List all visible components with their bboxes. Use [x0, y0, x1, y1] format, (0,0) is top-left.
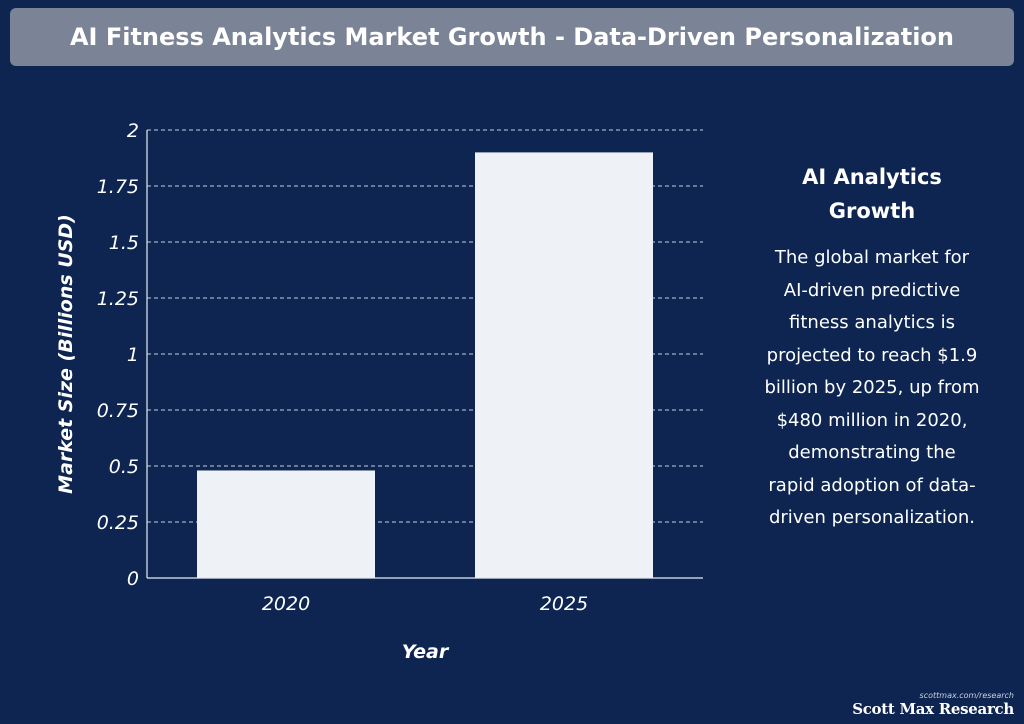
side-panel-line: demonstrating the — [788, 442, 956, 463]
y-tick-label: 1.75 — [97, 176, 139, 198]
page-title: AI Fitness Analytics Market Growth - Dat… — [69, 23, 955, 51]
side-panel-line: $480 million in 2020, — [776, 409, 968, 431]
bars — [197, 152, 653, 578]
y-tick-label: 0.25 — [97, 512, 139, 534]
x-tick-labels: 2020 2025 — [262, 593, 588, 615]
title-bar: AI Fitness Analytics Market Growth - Dat… — [10, 8, 1014, 66]
side-panel-line: The global market for — [774, 247, 970, 268]
x-tick-label: 2025 — [540, 593, 588, 615]
y-tick-labels: 0 0.25 0.5 0.75 1 1.25 1.5 1.75 2 — [97, 120, 139, 590]
side-panel-line: AI-driven predictive — [783, 279, 961, 301]
side-panel-line: rapid adoption of data- — [768, 474, 976, 496]
side-panel-line: billion by 2025, up from — [764, 377, 980, 398]
y-tick-label: 1 — [127, 344, 139, 366]
side-panel-line: fitness analytics is — [789, 312, 955, 333]
y-tick-label: 0.75 — [97, 400, 139, 422]
side-panel: AI Analytics Growth The global market fo… — [752, 160, 992, 535]
y-axis-label: Market Size (Billions USD) — [55, 214, 77, 494]
bar-2025 — [475, 152, 653, 578]
brand-block: scottmax.com/research Scott Max Research — [852, 691, 1014, 718]
side-panel-line: projected to reach $1.9 — [766, 344, 978, 366]
y-tick-label: 0 — [127, 568, 139, 590]
bar-2020 — [197, 470, 375, 578]
side-panel-text: The global market for AI-driven predicti… — [752, 242, 992, 535]
brand-url: scottmax.com/research — [919, 691, 1014, 700]
side-panel-heading-line: Growth — [828, 199, 916, 223]
y-tick-label: 1.25 — [97, 288, 139, 310]
side-panel-heading-line: AI Analytics — [802, 165, 942, 189]
x-tick-label: 2020 — [262, 593, 310, 615]
y-tick-label: 2 — [127, 120, 139, 142]
y-tick-label: 1.5 — [109, 232, 139, 254]
y-tick-label: 0.5 — [109, 456, 139, 478]
x-axis-label: Year — [402, 641, 450, 663]
side-panel-heading: AI Analytics Growth — [752, 160, 992, 228]
brand-logo: Scott Max Research — [852, 700, 1014, 718]
side-panel-line: driven personalization. — [768, 507, 976, 528]
